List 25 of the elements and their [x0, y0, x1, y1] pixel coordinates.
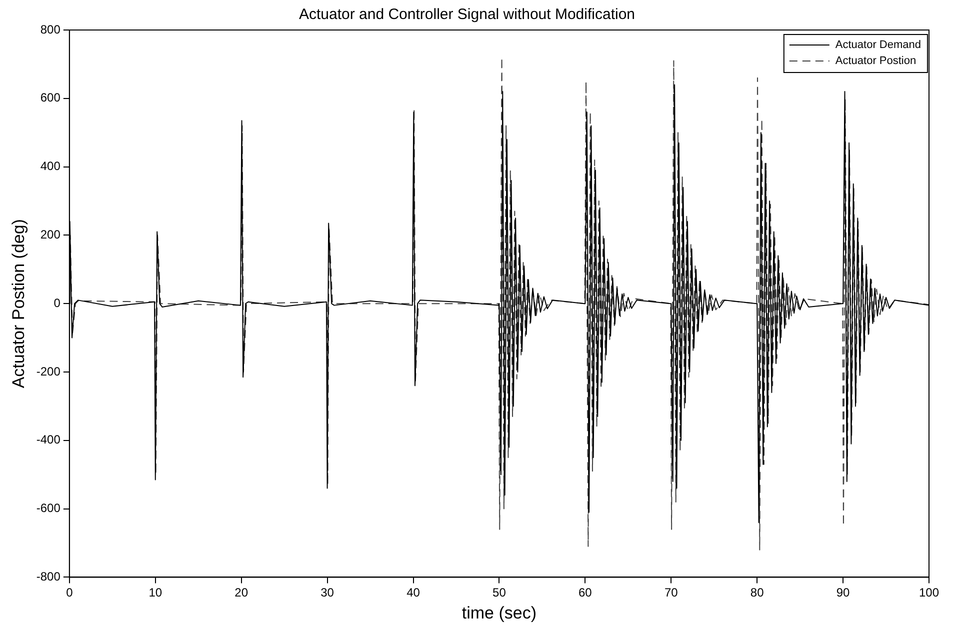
- y-tick-label: 600: [40, 90, 61, 105]
- x-axis-title: time (sec): [462, 603, 537, 622]
- y-tick-label: 200: [40, 228, 61, 242]
- x-tick-label: 30: [320, 586, 334, 600]
- y-tick-label: -400: [36, 432, 61, 447]
- y-tick-label: -600: [36, 501, 61, 516]
- y-tick-label: 800: [40, 22, 61, 36]
- y-tick-label: 400: [40, 159, 61, 174]
- x-tick-label: 90: [836, 586, 850, 600]
- x-tick-label: 0: [66, 586, 74, 600]
- y-tick-label: -200: [36, 364, 61, 378]
- legend-label: Actuator Demand: [835, 39, 922, 52]
- x-tick-label: 40: [406, 586, 420, 600]
- x-tick-label: 50: [492, 586, 506, 600]
- x-tick-label: 70: [664, 586, 678, 600]
- chart-title: Actuator and Controller Signal without Modification: [298, 6, 636, 24]
- x-tick-label: 80: [750, 586, 764, 600]
- y-tick-label: 0: [54, 296, 61, 310]
- x-tick-label: 10: [148, 586, 162, 600]
- y-axis-title: Actuator Postion (deg): [8, 219, 28, 388]
- y-tick-label: -800: [36, 570, 61, 584]
- x-tick-label: 60: [578, 586, 592, 600]
- legend-label: Actuator Postion: [835, 55, 916, 68]
- x-tick-label: 20: [234, 586, 248, 600]
- x-tick-label: 100: [918, 586, 940, 600]
